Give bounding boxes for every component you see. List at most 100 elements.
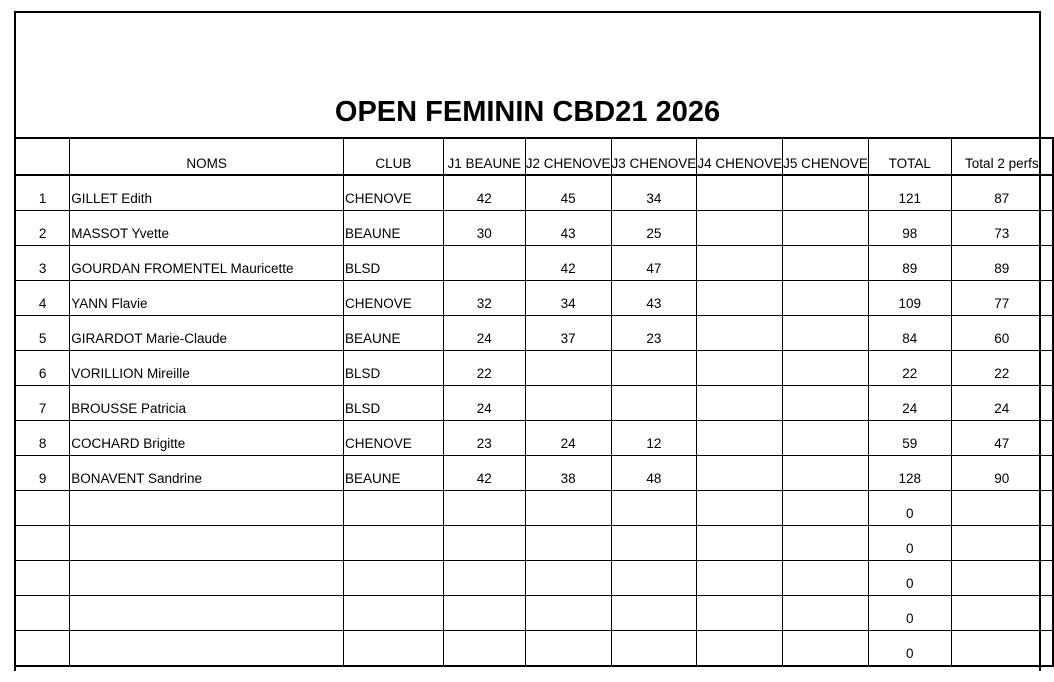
cell-rank[interactable] [14, 595, 71, 631]
cell-j5[interactable] [782, 315, 869, 351]
cell-total-2-perfs[interactable] [950, 630, 1054, 667]
cell-total-2-perfs[interactable]: 22 [950, 350, 1054, 386]
cell-j4[interactable] [696, 560, 784, 596]
cell-j4[interactable] [696, 174, 784, 211]
cell-j5[interactable] [782, 350, 869, 386]
cell-name[interactable]: BONAVENT Sandrine [69, 455, 344, 491]
cell-rank[interactable] [14, 630, 71, 667]
cell-j5[interactable] [782, 210, 869, 246]
cell-rank[interactable] [14, 560, 71, 596]
cell-j3[interactable] [610, 385, 698, 421]
cell-total-2-perfs[interactable]: 90 [950, 455, 1054, 491]
cell-j3[interactable] [610, 595, 698, 631]
cell-j2[interactable] [524, 560, 612, 596]
cell-rank[interactable]: 4 [14, 280, 71, 316]
cell-j3[interactable]: 34 [610, 174, 698, 211]
cell-total[interactable]: 24 [867, 385, 952, 421]
cell-club[interactable] [342, 595, 444, 631]
cell-j2[interactable]: 38 [524, 455, 612, 491]
cell-j2[interactable]: 42 [524, 245, 612, 281]
cell-total[interactable]: 84 [867, 315, 952, 351]
cell-j2[interactable] [524, 630, 612, 667]
cell-name[interactable]: YANN Flavie [69, 280, 344, 316]
cell-j1[interactable] [442, 560, 526, 596]
cell-name[interactable]: COCHARD Brigitte [69, 420, 344, 456]
cell-j2[interactable] [524, 385, 612, 421]
cell-name[interactable] [69, 595, 344, 631]
cell-club[interactable]: BLSD [342, 245, 444, 281]
cell-j1[interactable] [442, 595, 526, 631]
cell-club[interactable]: BEAUNE [342, 455, 444, 491]
cell-j1[interactable] [442, 245, 526, 281]
cell-name[interactable] [69, 490, 344, 526]
cell-total-2-perfs[interactable] [950, 525, 1054, 561]
cell-total[interactable]: 0 [867, 525, 952, 561]
cell-club[interactable] [342, 560, 444, 596]
cell-club[interactable] [342, 490, 444, 526]
cell-club[interactable]: BLSD [342, 385, 444, 421]
cell-j1[interactable]: 24 [442, 315, 526, 351]
cell-j4[interactable] [696, 210, 784, 246]
cell-j5[interactable] [782, 525, 869, 561]
cell-j1[interactable]: 32 [442, 280, 526, 316]
cell-name[interactable] [69, 525, 344, 561]
cell-j5[interactable] [782, 560, 869, 596]
cell-name[interactable]: VORILLION Mireille [69, 350, 344, 386]
cell-j2[interactable] [524, 525, 612, 561]
cell-club[interactable]: CHENOVE [342, 420, 444, 456]
cell-total-2-perfs[interactable]: 87 [950, 174, 1054, 211]
cell-total[interactable]: 59 [867, 420, 952, 456]
cell-j1[interactable]: 42 [442, 455, 526, 491]
cell-j1[interactable]: 42 [442, 174, 526, 211]
cell-rank[interactable]: 7 [14, 385, 71, 421]
cell-j4[interactable] [696, 630, 784, 667]
cell-j2[interactable]: 34 [524, 280, 612, 316]
cell-j5[interactable] [782, 280, 869, 316]
cell-total[interactable]: 0 [867, 595, 952, 631]
cell-j4[interactable] [696, 315, 784, 351]
cell-j1[interactable] [442, 490, 526, 526]
cell-j2[interactable]: 24 [524, 420, 612, 456]
cell-total-2-perfs[interactable]: 77 [950, 280, 1054, 316]
cell-j3[interactable]: 48 [610, 455, 698, 491]
cell-j1[interactable] [442, 525, 526, 561]
cell-j4[interactable] [696, 350, 784, 386]
cell-j2[interactable]: 37 [524, 315, 612, 351]
cell-j5[interactable] [782, 630, 869, 667]
cell-total-2-perfs[interactable] [950, 490, 1054, 526]
cell-name[interactable] [69, 630, 344, 667]
cell-j3[interactable]: 43 [610, 280, 698, 316]
cell-total-2-perfs[interactable]: 47 [950, 420, 1054, 456]
cell-total[interactable]: 0 [867, 560, 952, 596]
cell-club[interactable]: BEAUNE [342, 315, 444, 351]
cell-j5[interactable] [782, 420, 869, 456]
cell-j1[interactable]: 23 [442, 420, 526, 456]
cell-club[interactable]: BEAUNE [342, 210, 444, 246]
cell-j3[interactable]: 47 [610, 245, 698, 281]
cell-total[interactable]: 98 [867, 210, 952, 246]
cell-j3[interactable]: 12 [610, 420, 698, 456]
cell-total-2-perfs[interactable]: 60 [950, 315, 1054, 351]
cell-j5[interactable] [782, 174, 869, 211]
cell-total[interactable]: 22 [867, 350, 952, 386]
cell-j5[interactable] [782, 385, 869, 421]
cell-name[interactable]: MASSOT Yvette [69, 210, 344, 246]
cell-rank[interactable]: 3 [14, 245, 71, 281]
cell-j2[interactable]: 45 [524, 174, 612, 211]
cell-j5[interactable] [782, 490, 869, 526]
cell-name[interactable]: GILLET Edith [69, 174, 344, 211]
cell-j1[interactable]: 22 [442, 350, 526, 386]
cell-name[interactable]: GOURDAN FROMENTEL Mauricette [69, 245, 344, 281]
cell-rank[interactable]: 9 [14, 455, 71, 491]
cell-rank[interactable]: 5 [14, 315, 71, 351]
cell-j3[interactable] [610, 490, 698, 526]
cell-j4[interactable] [696, 245, 784, 281]
cell-j4[interactable] [696, 385, 784, 421]
cell-rank[interactable]: 2 [14, 210, 71, 246]
cell-total-2-perfs[interactable] [950, 595, 1054, 631]
cell-j4[interactable] [696, 490, 784, 526]
cell-j5[interactable] [782, 595, 869, 631]
cell-j1[interactable]: 24 [442, 385, 526, 421]
cell-total[interactable]: 0 [867, 490, 952, 526]
cell-total[interactable]: 89 [867, 245, 952, 281]
